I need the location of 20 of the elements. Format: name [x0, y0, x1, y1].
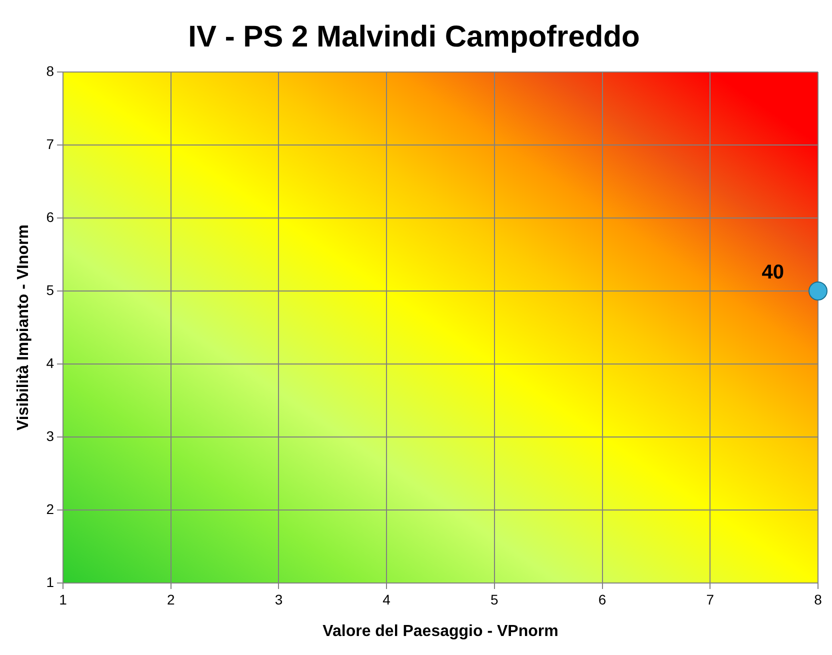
y-tick-label: 8 [46, 62, 54, 79]
x-tick-label: 6 [598, 591, 606, 608]
x-tick-label: 4 [382, 591, 391, 608]
x-tick-label: 7 [706, 591, 714, 608]
annotation: 40 [762, 262, 784, 284]
y-tick-label: 2 [46, 500, 54, 517]
y-tick-label: 3 [46, 428, 54, 444]
y-tick-label: 1 [46, 574, 54, 590]
chart-title: IV - PS 2 Malvindi Campofreddo [188, 20, 640, 54]
y-tick-label: 4 [46, 354, 54, 371]
x-tick-label: 1 [59, 591, 68, 608]
y-tick-label: 7 [46, 136, 54, 152]
x-tick-label: 5 [490, 591, 499, 608]
y-tick-label: 6 [46, 208, 54, 225]
y-tick-label: 5 [46, 282, 54, 298]
y-axis-title: Visibilità Impianto - VInorm [15, 224, 32, 430]
x-tick-label: 3 [274, 591, 283, 608]
x-tick-label: 8 [814, 591, 822, 608]
x-axis-title: Valore del Paesaggio - VPnorm [322, 622, 558, 640]
x-tick-label: 2 [166, 591, 175, 608]
